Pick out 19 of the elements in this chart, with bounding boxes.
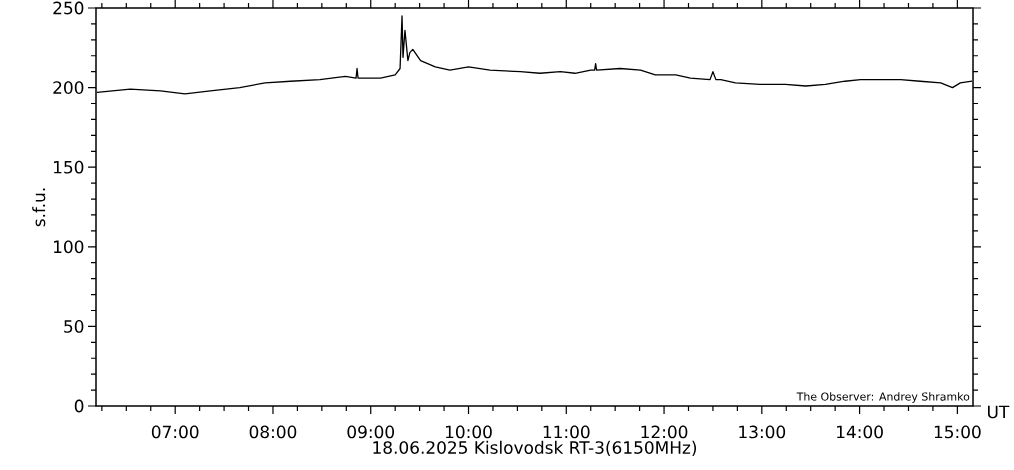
x-tick-label: 13:00 [739,425,786,439]
y-tick-label: 50 [64,319,84,333]
x-tick-label: 12:00 [641,425,688,439]
y-tick-label: 0 [74,399,84,413]
x-tick-label: 11:00 [543,425,590,439]
x-tick-label: 09:00 [347,425,395,439]
x-tick-label: 10:00 [445,425,492,439]
x-axis-title: 18.06.2025 Kislovodsk RT-3(6150MHz) [373,440,697,456]
x-tick-label: 08:00 [249,425,297,439]
x-tick-label: 14:00 [837,425,883,439]
y-tick-label: 200 [53,81,84,94]
y-tick-label: 150 [54,160,84,174]
x-tick-label: 07:00 [151,425,199,439]
y-tick-label: 250 [53,1,84,15]
text: UT [988,405,1010,419]
y-axis-title: s.f.u. [32,188,46,227]
x-tick-label: 15:00 [934,425,981,439]
annotation: The Observer: Andrey Shramko [796,392,970,403]
y-tick-label: 100 [54,240,84,254]
